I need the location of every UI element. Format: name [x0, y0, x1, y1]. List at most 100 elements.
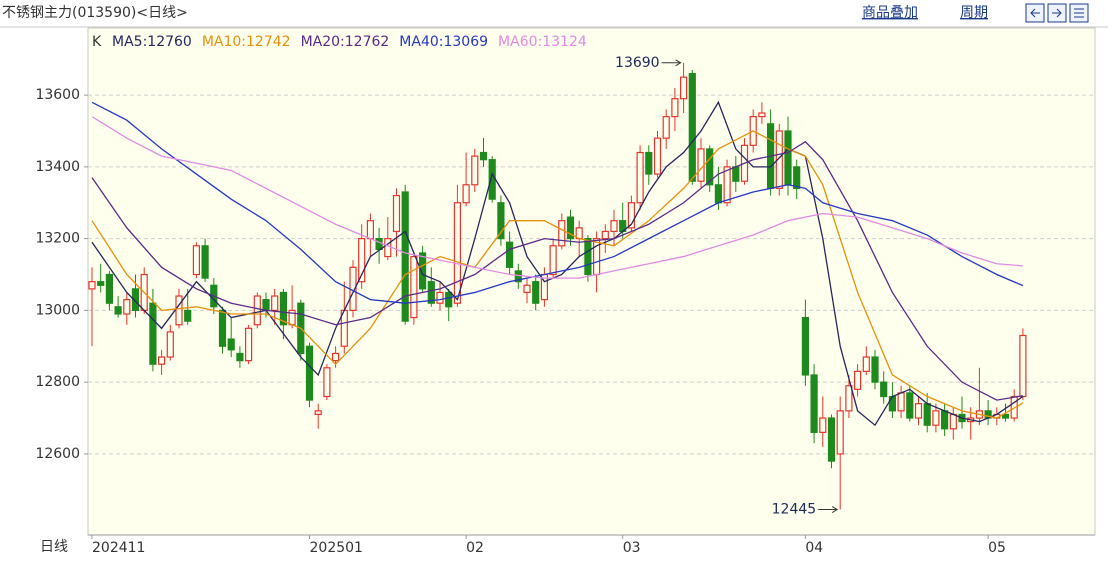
candle-body [506, 241, 514, 268]
candle-body [218, 309, 227, 347]
y-tick-label: 13200 [35, 231, 80, 247]
candle-body [305, 345, 314, 401]
arrow-left-icon [1030, 8, 1040, 18]
x-tick-label: 03 [623, 540, 641, 556]
x-tick-label: 202411 [92, 540, 145, 556]
candle-body [558, 220, 566, 247]
candle-body [697, 148, 705, 182]
candle-body [732, 166, 740, 182]
y-tick-label: 12600 [35, 446, 80, 462]
candle-body [314, 410, 322, 416]
candle-body [793, 166, 801, 189]
candle-body [706, 148, 714, 186]
candle-body [105, 273, 114, 304]
candle-body [906, 392, 914, 419]
candle-body [523, 284, 531, 294]
candle-body [688, 72, 696, 182]
candle-body [97, 281, 105, 286]
candle-body [392, 194, 401, 233]
candle-body [236, 352, 244, 362]
menu-icon [1074, 8, 1084, 18]
candle-body [601, 230, 609, 240]
candle-body [679, 76, 688, 100]
candle-body [610, 220, 618, 233]
candle-body [714, 184, 723, 204]
candle-body [279, 291, 287, 326]
candle-body [584, 238, 592, 276]
candle-body [914, 403, 923, 419]
min-label: 12445 [772, 502, 817, 518]
candle-body [384, 238, 392, 258]
candle-body [410, 255, 418, 319]
x-tick-label: 202501 [310, 540, 363, 556]
candle-body [436, 291, 444, 304]
min-arrowhead [831, 506, 839, 513]
candle-body [201, 245, 209, 279]
candle-body [88, 281, 96, 290]
candle-body [592, 238, 601, 276]
legend-entry: MA20:12762 [301, 34, 390, 50]
candle-body [888, 395, 897, 412]
candle-body [175, 295, 183, 326]
x-tick-label: 04 [805, 540, 823, 556]
x-tick-label: 05 [988, 540, 1006, 556]
candle-body [427, 281, 435, 304]
candle-body [932, 410, 940, 426]
plot-area [87, 27, 1096, 536]
candle-body [158, 356, 166, 365]
max-arrowhead [675, 59, 682, 67]
candle-body [636, 151, 644, 204]
candle-body [784, 130, 792, 186]
candle-body [166, 331, 174, 358]
candle-body [862, 356, 870, 372]
candle-body [671, 98, 679, 118]
candle-body [123, 299, 131, 315]
candle-body [184, 309, 192, 322]
candle-body [1019, 334, 1027, 398]
candle-body [253, 295, 261, 326]
candle-body [810, 374, 818, 433]
candle-body [758, 112, 766, 118]
ma-line [91, 101, 1024, 304]
overlay-button[interactable]: 商品叠加 [862, 5, 918, 21]
ma-line [91, 100, 1024, 427]
candle-body [131, 288, 140, 311]
candle-body [445, 291, 453, 308]
ma-line [91, 140, 1024, 401]
ma-line [91, 116, 1023, 279]
candle-body [532, 281, 540, 304]
candle-body [871, 356, 879, 383]
candle-body [775, 130, 783, 189]
y-tick-label: 13400 [35, 159, 80, 175]
candle-body [271, 295, 279, 311]
legend-entry: MA40:13069 [399, 34, 488, 50]
candle-body [940, 410, 949, 430]
candle-body [1001, 413, 1010, 419]
candle-body [358, 238, 366, 283]
candle-body [453, 202, 461, 304]
candle-body [192, 245, 200, 276]
candle-body [262, 299, 270, 311]
period-button[interactable]: 周期 [960, 5, 988, 21]
x-tick-label: 02 [466, 540, 484, 556]
candle-body [332, 352, 340, 362]
candle-body [723, 166, 731, 204]
y-tick-label: 12800 [35, 374, 80, 390]
candle-body [836, 410, 844, 455]
candle-body [653, 137, 662, 175]
candle-body [462, 184, 470, 204]
candle-body [662, 116, 670, 139]
candle-body [566, 216, 575, 240]
candle-body [497, 202, 505, 240]
price-label: K [92, 34, 102, 50]
candle-body [853, 370, 862, 390]
candle-body [645, 151, 653, 175]
candle-body [323, 367, 331, 398]
legend-entry: MA60:13124 [498, 34, 587, 50]
x-axis-label: 日线 [40, 539, 68, 555]
arrow-right-icon [1052, 8, 1062, 18]
candle-body [819, 417, 827, 433]
candle-body [245, 327, 253, 362]
